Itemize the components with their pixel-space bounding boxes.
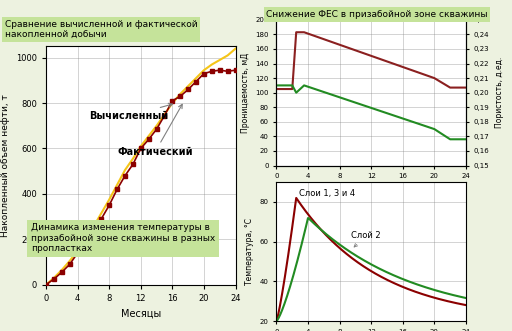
Text: Динамика изменения температуры в
призабойной зоне скважины в разных
пропластках: Динамика изменения температуры в призабо… <box>31 223 215 253</box>
Text: Фактический: Фактический <box>117 104 193 157</box>
X-axis label: Месяцы: Месяцы <box>353 185 390 194</box>
Text: Снижение ФЕС в призабойной зоне скважины: Снижение ФЕС в призабойной зоне скважины <box>266 10 488 19</box>
Y-axis label: Температура, °С: Температура, °С <box>245 218 254 285</box>
Y-axis label: Накопленный объем нефти, т: Накопленный объем нефти, т <box>2 94 11 237</box>
Y-axis label: Пористость, д.ед.: Пористость, д.ед. <box>495 57 504 128</box>
Text: Слои 1, 3 и 4: Слои 1, 3 и 4 <box>298 189 355 198</box>
Y-axis label: Проницаемость, мД: Проницаемость, мД <box>241 53 250 133</box>
Text: Слой 2: Слой 2 <box>351 231 381 247</box>
Text: Вычисленный: Вычисленный <box>90 103 173 121</box>
X-axis label: Месяцы: Месяцы <box>121 308 161 318</box>
Text: Сравнение вычисленной и фактической
накопленной добычи: Сравнение вычисленной и фактической нако… <box>5 20 198 39</box>
